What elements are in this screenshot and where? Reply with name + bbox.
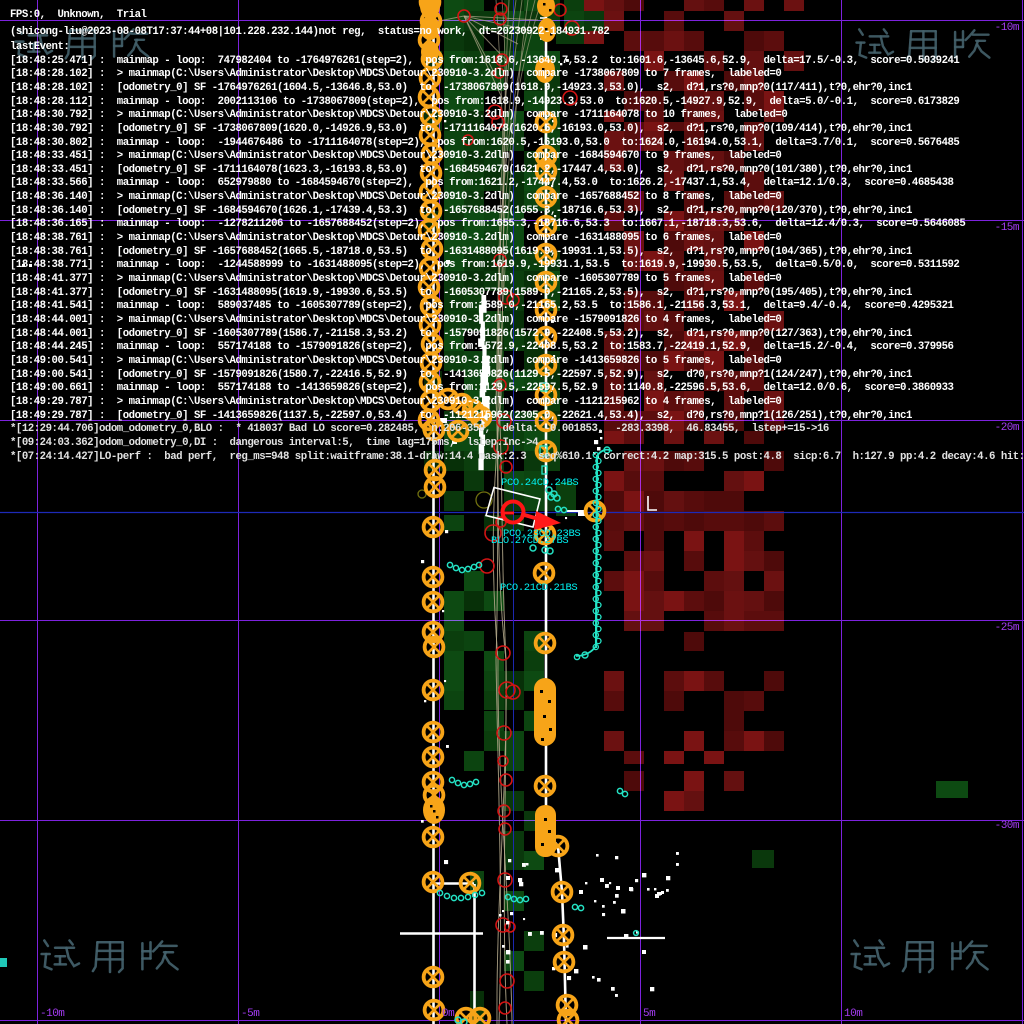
svg-text:-10m: -10m (40, 1008, 65, 1020)
svg-text:-15m: -15m (995, 222, 1020, 234)
svg-text:-20m: -20m (995, 422, 1020, 434)
svg-text:PCO.21CD.21BS: PCO.21CD.21BS (500, 582, 577, 594)
svg-text:10m: 10m (844, 1008, 863, 1020)
svg-text:PCO.23CD.23BS: PCO.23CD.23BS (503, 528, 580, 540)
svg-text:-5m: -5m (241, 1008, 260, 1020)
svg-text:0m: 0m (442, 1008, 455, 1020)
svg-text:-10m: -10m (995, 22, 1020, 34)
svg-text:-25m: -25m (995, 622, 1020, 634)
svg-text:5m: 5m (643, 1008, 656, 1020)
svg-text:PCO.24CD.24BS: PCO.24CD.24BS (501, 477, 578, 489)
svg-text:-30m: -30m (995, 820, 1020, 832)
svg-text:BLO.27CD.27BS: BLO.27CD.27BS (491, 535, 568, 547)
